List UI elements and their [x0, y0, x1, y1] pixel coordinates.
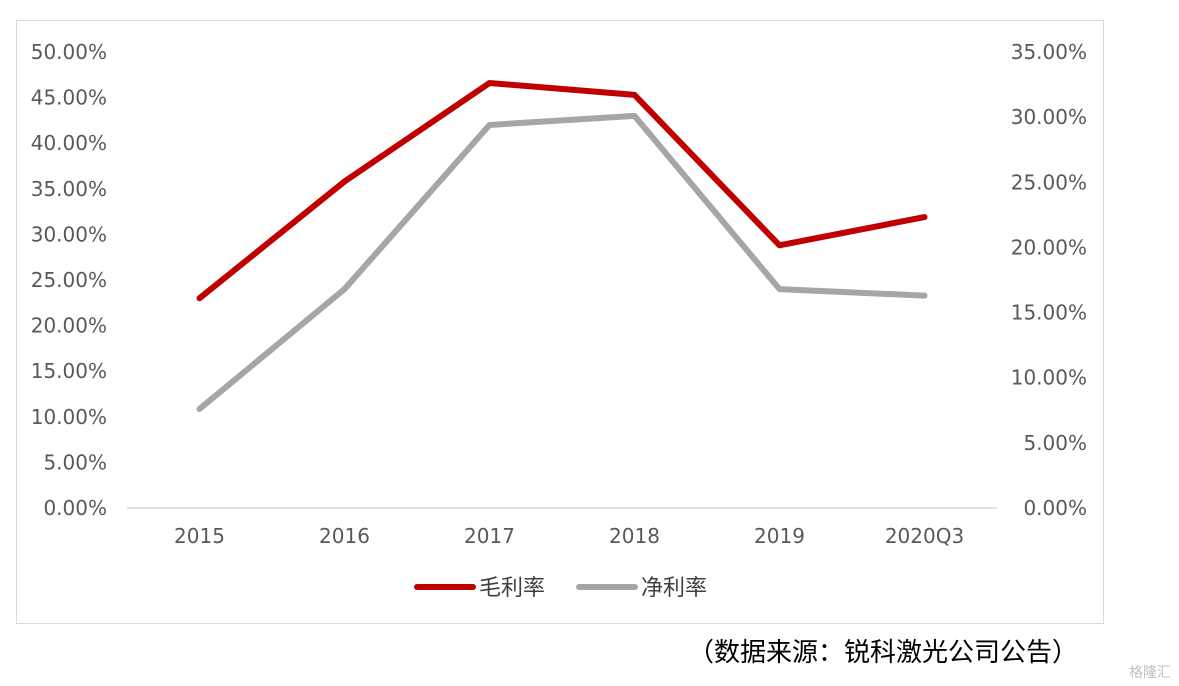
legend-label-gross-margin: 毛利率 — [479, 576, 545, 601]
legend-label-net-margin: 净利率 — [641, 576, 707, 601]
y-left-tick-label: 40.00% — [31, 131, 107, 155]
line-chart: 0.00% 5.00% 10.00% 15.00% 20.00% 25.00% 30.00%… — [31, 40, 1087, 601]
y-left-tick-label: 10.00% — [31, 405, 107, 429]
y-left-tick-label: 35.00% — [31, 177, 107, 201]
series-line-gross-margin — [196, 80, 928, 302]
y-right-tick-label: 15.00% — [1011, 301, 1087, 325]
y-left-tick-label: 5.00% — [43, 450, 107, 474]
y-left-tick-label: 0.00% — [43, 496, 107, 520]
y-left-tick-label: 20.00% — [31, 314, 107, 338]
x-tick-label: 2020Q3 — [885, 524, 964, 548]
chart-frame: 0.00% 5.00% 10.00% 15.00% 20.00% 25.00% 30.00%… — [16, 20, 1104, 624]
source-note: （数据来源：锐科激光公司公告） — [688, 638, 1079, 668]
y-left-tick-label: 25.00% — [31, 268, 107, 292]
y-right-tick-label: 35.00% — [1011, 40, 1087, 64]
y-right-tick-label: 10.00% — [1011, 366, 1087, 390]
x-tick-label: 2015 — [174, 524, 225, 548]
series-line-net-margin — [196, 112, 928, 412]
x-tick-label: 2018 — [609, 524, 660, 548]
y-right-tick-label: 25.00% — [1011, 170, 1087, 194]
x-tick-label: 2019 — [754, 524, 805, 548]
y-right-tick-label: 5.00% — [1023, 431, 1087, 455]
y-right-tick-label: 20.00% — [1011, 235, 1087, 259]
y-right-tick-label: 0.00% — [1023, 496, 1087, 520]
watermark: 格隆汇 — [1129, 665, 1171, 681]
y-left-tick-label: 45.00% — [31, 86, 107, 110]
x-tick-label: 2016 — [319, 524, 370, 548]
y-left-tick-label: 50.00% — [31, 40, 107, 64]
x-tick-label: 2017 — [464, 524, 515, 548]
y-left-tick-label: 30.00% — [31, 222, 107, 246]
y-right-tick-label: 30.00% — [1011, 105, 1087, 129]
y-left-tick-label: 15.00% — [31, 359, 107, 383]
